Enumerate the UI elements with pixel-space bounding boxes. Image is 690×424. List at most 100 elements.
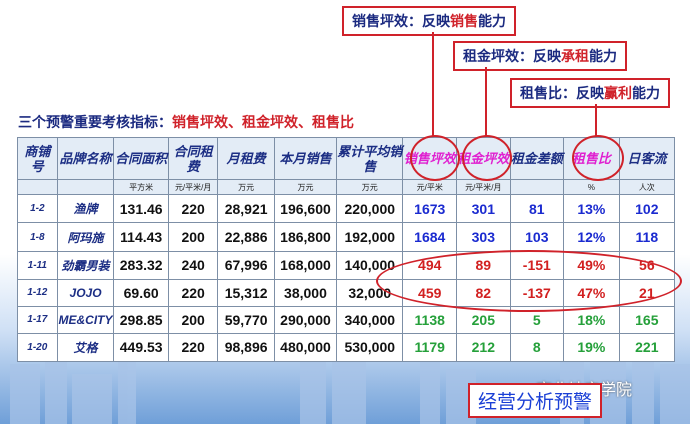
col-header: 租金差额 [509,137,565,180]
cell-sales: 168,000 [273,250,338,281]
col-header: 累计平均销售 [336,137,404,180]
cell-diff: 81 [509,193,565,224]
heading-kpi: 租售比 [312,115,354,131]
cell-rent: 200 [167,305,219,334]
cell-id: 1-20 [17,332,58,363]
cell-brand: 艾格 [56,332,115,363]
unit-cell: 元/平米/月 [456,179,511,195]
cell-area: 131.46 [113,193,169,224]
cell-sales: 196,600 [273,193,338,224]
bottom-label: 经营分析预警 [468,383,603,418]
cell-traffic: 221 [618,332,676,363]
cell-rent: 200 [167,222,219,252]
cell-rent: 220 [167,279,219,307]
cell-ratio: 18% [563,305,620,334]
callout-text: 租售比：反映 [520,86,604,102]
callout-text: 能力 [632,86,660,102]
heading-sep: 、 [228,115,242,131]
col-header: 租金坪效 [456,137,511,180]
cell-sales-eff: 1179 [402,332,458,363]
cell-sales: 38,000 [273,279,338,307]
cell-ratio: 12% [563,222,620,252]
callout-sales-efficiency: 销售坪效：反映销售能力 [342,6,516,36]
cell-id: 1-2 [17,193,58,224]
cell-rent-eff: 303 [456,222,511,252]
callout-text: 销售坪效：反映 [352,14,450,30]
cell-avg: 340,000 [336,305,404,334]
arrow-line [485,67,487,140]
callout-highlight: 赢利 [604,86,632,102]
cell-avg: 220,000 [336,193,404,224]
cell-sales-eff: 1138 [402,305,458,334]
cell-monthly: 67,996 [217,250,275,281]
unit-cell: 元/平米 [402,179,458,195]
col-header: 销售坪效 [402,137,458,180]
col-header: 合同面积 [113,137,169,180]
callout-text: 租金坪效：反映 [463,49,561,65]
unit-cell: % [563,179,620,195]
unit-cell [509,179,565,195]
heading-sep: 、 [298,115,312,131]
cell-brand: JOJO [56,279,115,307]
cell-monthly: 59,770 [217,305,275,334]
cell-rent-eff: 301 [456,193,511,224]
cell-sales: 290,000 [273,305,338,334]
callout-text: 能力 [589,49,617,65]
unit-cell: 万元 [217,179,275,195]
col-header: 本月销售 [273,137,338,180]
table-row: 1-2 渔牌 131.46 220 28,921 196,600 220,000 1673 30… [17,193,676,224]
cell-sales: 186,800 [273,222,338,252]
callout-text: 能力 [478,14,506,30]
table-row: 1-8 阿玛施 114.43 200 22,886 186,800 192,000 1684 3… [17,222,676,252]
cell-avg: 192,000 [336,222,404,252]
unit-cell: 人次 [618,179,676,195]
cell-area: 114.43 [113,222,169,252]
cell-monthly: 15,312 [217,279,275,307]
cell-id: 1-12 [17,279,58,307]
cell-sales: 480,000 [273,332,338,363]
cell-id: 1-8 [17,222,58,252]
cell-sales-eff: 1673 [402,193,458,224]
cell-brand: 阿玛施 [56,222,115,252]
cell-brand: 渔牌 [56,193,115,224]
cell-brand: ME&CITY [56,305,115,334]
unit-cell [17,179,58,195]
col-header: 商铺号 [17,137,58,180]
cell-area: 449.53 [113,332,169,363]
unit-cell [56,179,115,195]
col-header: 合同租费 [167,137,219,180]
callout-highlight: 销售 [450,14,478,30]
page-heading: 三个预警重要考核指标：销售坪效、租金坪效、租售比 [18,112,354,132]
unit-cell: 万元 [336,179,404,195]
cell-rent-eff: 212 [456,332,511,363]
arrow-line [595,104,597,140]
cell-rent: 240 [167,250,219,281]
heading-text: 三个预警重要考核指标： [18,115,172,131]
cell-rent: 220 [167,193,219,224]
cell-id: 1-17 [17,305,58,334]
cell-diff: 103 [509,222,565,252]
cell-sales-eff: 1684 [402,222,458,252]
kpi-table: 商铺号 品牌名称 合同面积 合同租费 月租费 本月销售 累计平均销售 销售坪效 … [17,137,676,363]
cell-area: 283.32 [113,250,169,281]
cell-monthly: 98,896 [217,332,275,363]
unit-cell: 元/平米/月 [167,179,219,195]
callout-rent-sales-ratio: 租售比：反映赢利能力 [510,78,670,108]
heading-kpi: 销售坪效 [172,115,228,131]
col-header: 品牌名称 [56,137,115,180]
cell-avg: 530,000 [336,332,404,363]
col-header: 日客流 [618,137,676,180]
cell-traffic: 102 [618,193,676,224]
cell-diff: 8 [509,332,565,363]
arrow-line [432,32,434,140]
table-row: 1-20 艾格 449.53 220 98,896 480,000 530,000 1179 2… [17,332,676,363]
cell-traffic: 118 [618,222,676,252]
cell-traffic: 165 [618,305,676,334]
cell-monthly: 28,921 [217,193,275,224]
cell-area: 69.60 [113,279,169,307]
heading-kpi: 租金坪效 [242,115,298,131]
cell-id: 1-11 [17,250,58,281]
unit-cell: 平方米 [113,179,169,195]
cell-rent: 220 [167,332,219,363]
cell-monthly: 22,886 [217,222,275,252]
